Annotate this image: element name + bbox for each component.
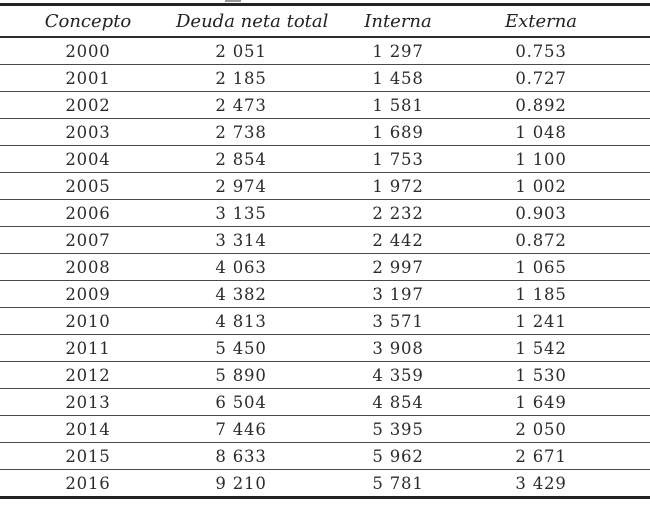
table-row: 2000 2 051 1 297 0.753: [0, 37, 650, 65]
cell-concepto: 2012: [0, 361, 176, 389]
table-row: 2005 2 974 1 972 1 002: [0, 172, 650, 200]
cell-externa: 1 542: [490, 334, 650, 362]
column-header-externa: Externa: [490, 4, 650, 38]
cell-deuda-neta-total: 2 854: [176, 145, 306, 173]
table-row: 2006 3 135 2 232 0.903: [0, 199, 650, 227]
cell-concepto: 2013: [0, 388, 176, 416]
cell-concepto: 2009: [0, 280, 176, 308]
column-header-concepto: Concepto: [0, 4, 176, 38]
cell-externa: 1 048: [490, 118, 650, 146]
cell-externa: 1 649: [490, 388, 650, 416]
cell-concepto: 2002: [0, 91, 176, 119]
table-row: 2011 5 450 3 908 1 542: [0, 334, 650, 362]
column-header-deuda-neta-total: Deuda neta total: [176, 4, 328, 38]
cell-concepto: 2003: [0, 118, 176, 146]
table-row: 2014 7 446 5 395 2 050: [0, 415, 650, 443]
debt-table: Concepto Deuda neta total Interna Extern…: [0, 3, 650, 499]
cell-deuda-neta-total: 2 738: [176, 118, 306, 146]
cell-interna: 3 197: [306, 280, 490, 308]
cell-concepto: 2008: [0, 253, 176, 281]
header-row: Concepto Deuda neta total Interna Extern…: [0, 4, 650, 38]
cell-deuda-neta-total: 9 210: [176, 469, 306, 499]
cell-concepto: 2004: [0, 145, 176, 173]
cell-externa: 1 530: [490, 361, 650, 389]
cell-interna: 5 962: [306, 442, 490, 470]
cell-externa: 3 429: [490, 469, 650, 499]
table-row: 2016 9 210 5 781 3 429: [0, 469, 650, 499]
cell-externa: 0.903: [490, 199, 650, 227]
table-row: 2004 2 854 1 753 1 100: [0, 145, 650, 173]
cell-deuda-neta-total: 5 890: [176, 361, 306, 389]
table-row: 2008 4 063 2 997 1 065: [0, 253, 650, 281]
table-row: 2009 4 382 3 197 1 185: [0, 280, 650, 308]
cell-externa: 1 002: [490, 172, 650, 200]
cell-deuda-neta-total: 7 446: [176, 415, 306, 443]
cell-deuda-neta-total: 2 473: [176, 91, 306, 119]
cell-concepto: 2010: [0, 307, 176, 335]
cell-interna: 1 581: [306, 91, 490, 119]
cell-deuda-neta-total: 5 450: [176, 334, 306, 362]
cell-interna: 1 689: [306, 118, 490, 146]
cell-interna: 1 458: [306, 64, 490, 92]
cell-concepto: 2015: [0, 442, 176, 470]
cell-deuda-neta-total: 2 185: [176, 64, 306, 92]
column-header-interna: Interna: [306, 4, 490, 38]
cell-interna: 4 359: [306, 361, 490, 389]
cell-concepto: 2007: [0, 226, 176, 254]
cell-externa: 2 050: [490, 415, 650, 443]
table-row: 2002 2 473 1 581 0.892: [0, 91, 650, 119]
cell-deuda-neta-total: 6 504: [176, 388, 306, 416]
cell-interna: 2 232: [306, 199, 490, 227]
cell-concepto: 2016: [0, 469, 176, 499]
table-row: 2015 8 633 5 962 2 671: [0, 442, 650, 470]
cell-interna: 3 571: [306, 307, 490, 335]
cropped-text-artifact: [225, 0, 241, 2]
table-row: 2013 6 504 4 854 1 649: [0, 388, 650, 416]
cell-externa: 1 100: [490, 145, 650, 173]
cell-concepto: 2014: [0, 415, 176, 443]
cell-deuda-neta-total: 2 051: [176, 37, 306, 65]
cell-deuda-neta-total: 3 135: [176, 199, 306, 227]
cell-concepto: 2005: [0, 172, 176, 200]
table-row: 2007 3 314 2 442 0.872: [0, 226, 650, 254]
cell-deuda-neta-total: 4 382: [176, 280, 306, 308]
cell-externa: 0.753: [490, 37, 650, 65]
table-row: 2003 2 738 1 689 1 048: [0, 118, 650, 146]
cell-deuda-neta-total: 3 314: [176, 226, 306, 254]
cell-interna: 2 997: [306, 253, 490, 281]
cell-concepto: 2011: [0, 334, 176, 362]
cell-deuda-neta-total: 4 813: [176, 307, 306, 335]
cell-externa: 0.892: [490, 91, 650, 119]
cell-concepto: 2001: [0, 64, 176, 92]
cell-externa: 0.727: [490, 64, 650, 92]
cell-concepto: 2000: [0, 37, 176, 65]
cell-externa: 2 671: [490, 442, 650, 470]
cell-deuda-neta-total: 8 633: [176, 442, 306, 470]
table-body: 2000 2 051 1 297 0.753 2001 2 185 1 458 …: [0, 37, 650, 499]
cell-interna: 5 781: [306, 469, 490, 499]
cell-interna: 1 297: [306, 37, 490, 65]
cell-deuda-neta-total: 2 974: [176, 172, 306, 200]
cell-interna: 4 854: [306, 388, 490, 416]
table-header: Concepto Deuda neta total Interna Extern…: [0, 4, 650, 38]
cell-deuda-neta-total: 4 063: [176, 253, 306, 281]
cell-externa: 1 185: [490, 280, 650, 308]
cell-interna: 2 442: [306, 226, 490, 254]
cell-interna: 1 753: [306, 145, 490, 173]
cell-externa: 1 241: [490, 307, 650, 335]
cell-externa: 1 065: [490, 253, 650, 281]
cell-externa: 0.872: [490, 226, 650, 254]
cell-interna: 3 908: [306, 334, 490, 362]
cell-concepto: 2006: [0, 199, 176, 227]
table-row: 2012 5 890 4 359 1 530: [0, 361, 650, 389]
table-row: 2010 4 813 3 571 1 241: [0, 307, 650, 335]
cell-interna: 1 972: [306, 172, 490, 200]
table-row: 2001 2 185 1 458 0.727: [0, 64, 650, 92]
cell-interna: 5 395: [306, 415, 490, 443]
